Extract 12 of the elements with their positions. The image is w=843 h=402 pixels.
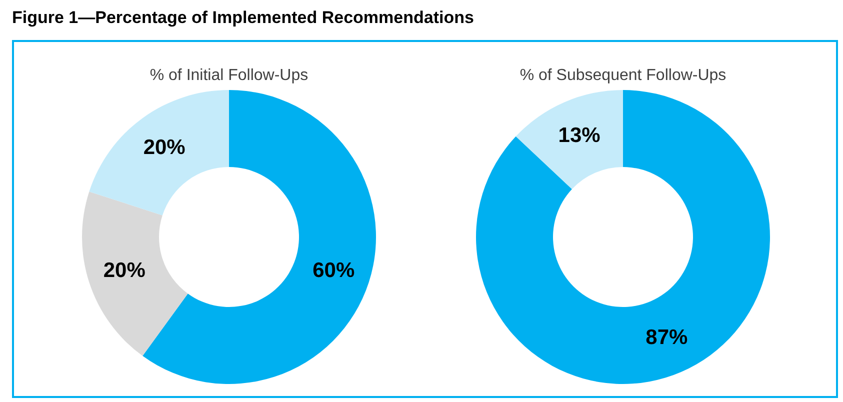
donut-slice — [476, 90, 770, 384]
data-label: 20% — [143, 136, 186, 160]
chart-title: % of Subsequent Follow-Ups — [520, 67, 726, 84]
chart-title: % of Initial Follow-Ups — [150, 67, 308, 84]
data-label: 87% — [646, 326, 688, 349]
data-label: 20% — [103, 258, 146, 282]
donut-slice — [82, 192, 188, 356]
data-label: 13% — [558, 124, 601, 148]
donut-slice — [89, 90, 229, 216]
donut-slice — [516, 90, 623, 190]
caption: Figure 1—Percentage of Implemented Recommendations — [12, 8, 474, 28]
data-label: 60% — [312, 258, 355, 282]
